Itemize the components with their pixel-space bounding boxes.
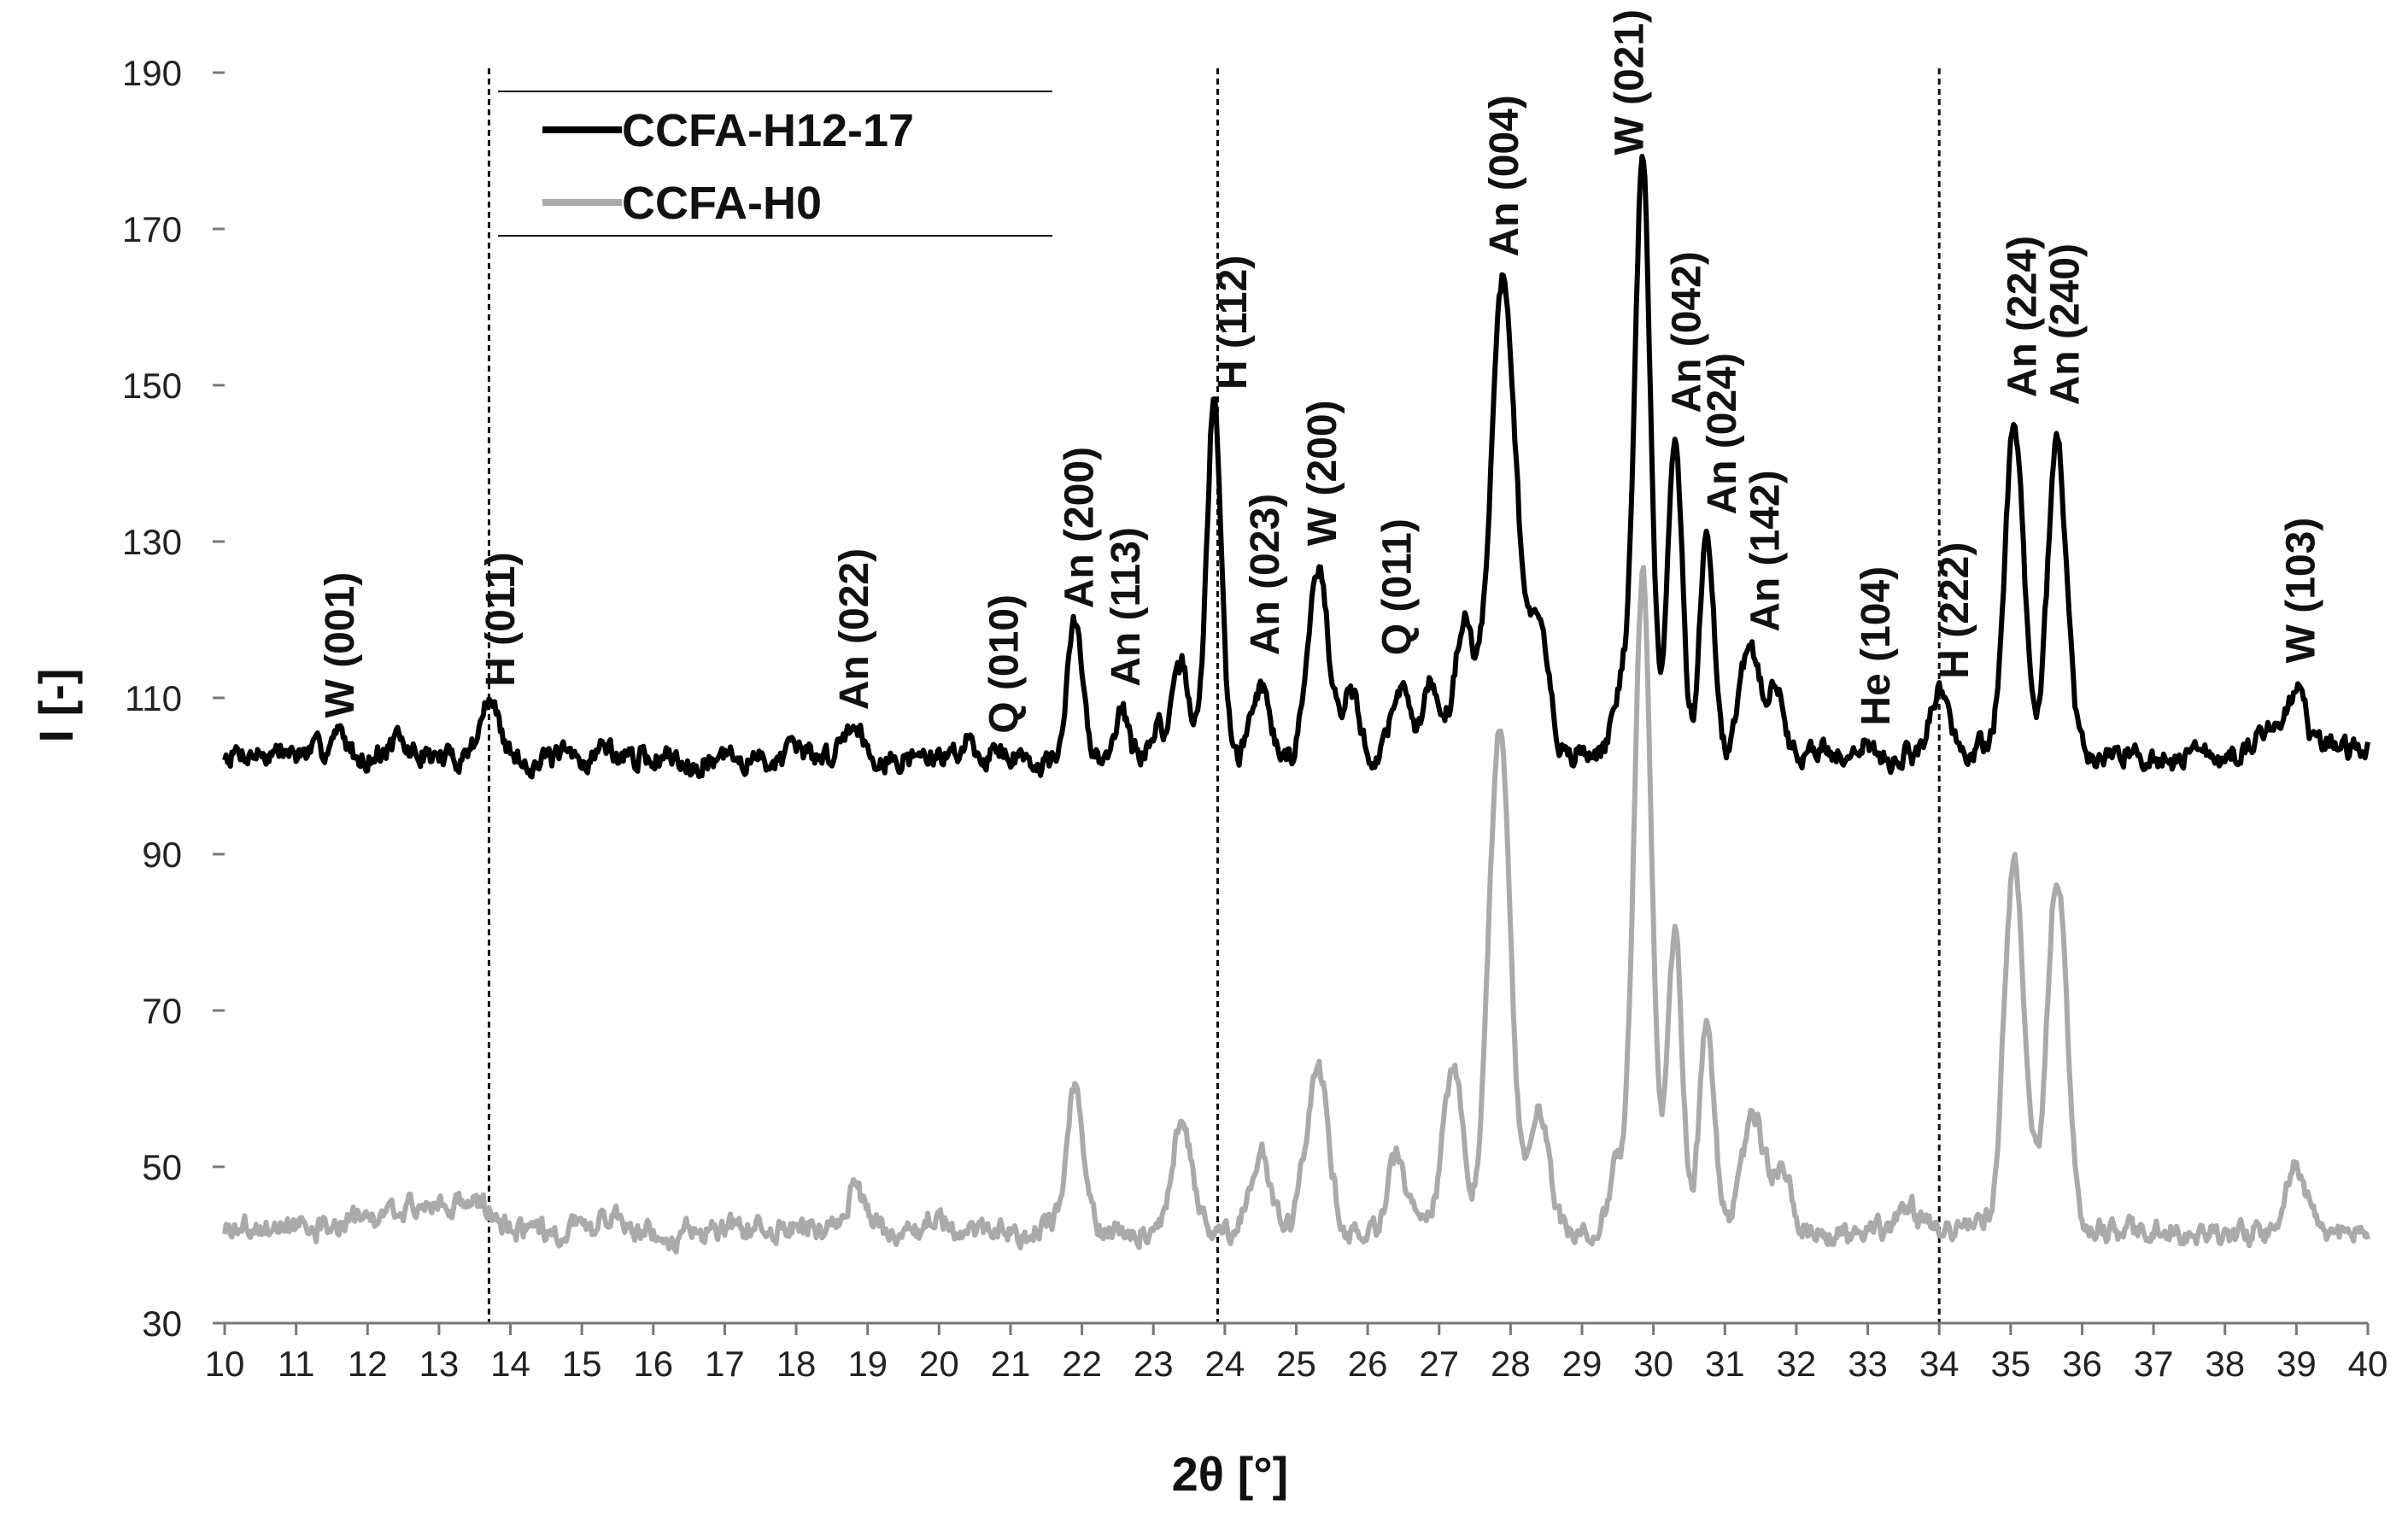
- peak-label: H (222): [1932, 542, 1977, 679]
- x-tick-label: 31: [1705, 1344, 1745, 1384]
- peak-label: An (042): [1664, 251, 1709, 413]
- y-tick-label: 90: [142, 835, 182, 875]
- legend: CCFA-H12-17 CCFA-H0: [498, 91, 1052, 237]
- x-tick-label: 10: [205, 1344, 245, 1384]
- x-tick-label: 15: [562, 1344, 602, 1384]
- x-tick-label: 24: [1205, 1344, 1245, 1384]
- peak-label: H (011): [478, 552, 524, 686]
- series-line: [222, 154, 2370, 780]
- x-tick-label: 30: [1633, 1344, 1673, 1384]
- series-layer: [222, 154, 2370, 1255]
- y-tick-label: 110: [125, 678, 182, 718]
- peak-label: Q (011): [1375, 518, 1421, 655]
- peak-label: H (112): [1210, 255, 1256, 390]
- x-tick-label: 16: [633, 1344, 673, 1384]
- x-tick-label: 26: [1348, 1344, 1388, 1384]
- x-axis-ticks: 10 11 12 13 14 15 16 17 18 19 20 21 22 23 24 25 26 27 28 29…: [205, 1323, 2388, 1384]
- x-tick-label: 23: [1134, 1344, 1174, 1384]
- series-line: [222, 565, 2370, 1255]
- y-tick-label: 150: [122, 366, 182, 406]
- x-tick-label: 34: [1919, 1344, 1960, 1384]
- peak-label: W (021): [1607, 9, 1652, 155]
- peak-label: W (103): [2279, 518, 2324, 664]
- peak-label: An (224): [2000, 236, 2045, 397]
- peak-label: W (200): [1300, 400, 1345, 546]
- peak-annotations: W (001) H (011) An (022) Q (010)An (200) An …: [318, 9, 2324, 734]
- peak-label: He (104): [1854, 566, 1899, 726]
- legend-label: CCFA-H12-17: [622, 105, 914, 156]
- x-axis-label: 2θ [°]: [1172, 1447, 1289, 1501]
- x-tick-label: 14: [490, 1344, 530, 1384]
- x-tick-label: 11: [278, 1344, 315, 1384]
- legend-label: CCFA-H0: [622, 178, 822, 229]
- x-tick-label: 29: [1562, 1344, 1602, 1384]
- x-tick-label: 12: [348, 1344, 388, 1384]
- axes: 10 11 12 13 14 15 16 17 18 19 20 21 22 23 24 25 26 27 28 29…: [122, 53, 2387, 1384]
- x-tick-label: 33: [1848, 1344, 1888, 1384]
- x-tick-label: 32: [1777, 1344, 1817, 1384]
- x-tick-label: 28: [1491, 1344, 1531, 1384]
- peak-label: An (142): [1743, 470, 1788, 631]
- x-tick-label: 36: [2062, 1344, 2102, 1384]
- x-tick-label: 27: [1419, 1344, 1459, 1384]
- peak-label: An (004): [1482, 95, 1527, 256]
- y-tick-label: 170: [122, 209, 182, 249]
- x-tick-label: 39: [2276, 1344, 2317, 1384]
- x-tick-label: 21: [991, 1344, 1031, 1384]
- y-tick-label: 50: [142, 1147, 182, 1187]
- y-tick-label: 130: [122, 522, 182, 562]
- y-tick-label: 70: [142, 991, 182, 1031]
- peak-label: Q (010): [982, 595, 1028, 734]
- x-tick-label: 35: [1990, 1344, 2030, 1384]
- peak-label: An (022): [832, 548, 877, 710]
- y-tick-label: 30: [142, 1303, 182, 1344]
- x-tick-label: 13: [419, 1344, 460, 1384]
- x-tick-label: 25: [1276, 1344, 1316, 1384]
- peak-label: An (113): [1104, 527, 1149, 687]
- x-tick-label: 37: [2134, 1344, 2174, 1384]
- y-axis-label: I [-]: [29, 668, 83, 742]
- peak-label: An (023): [1243, 494, 1288, 655]
- x-tick-label: 20: [919, 1344, 959, 1384]
- peak-label: An (024): [1700, 353, 1745, 514]
- y-tick-label: 190: [122, 53, 182, 93]
- y-axis-ticks: 30 50 70 90 110 130 150 170 190: [122, 53, 225, 1344]
- peak-label: An (240): [2043, 243, 2089, 405]
- x-tick-label: 40: [2348, 1344, 2388, 1384]
- x-tick-label: 19: [847, 1344, 888, 1384]
- x-tick-label: 18: [776, 1344, 817, 1384]
- x-tick-label: 22: [1062, 1344, 1102, 1384]
- x-tick-label: 38: [2205, 1344, 2245, 1384]
- peak-label: W (001): [318, 572, 363, 718]
- peak-label: An (200): [1057, 447, 1102, 608]
- x-tick-label: 17: [705, 1344, 745, 1384]
